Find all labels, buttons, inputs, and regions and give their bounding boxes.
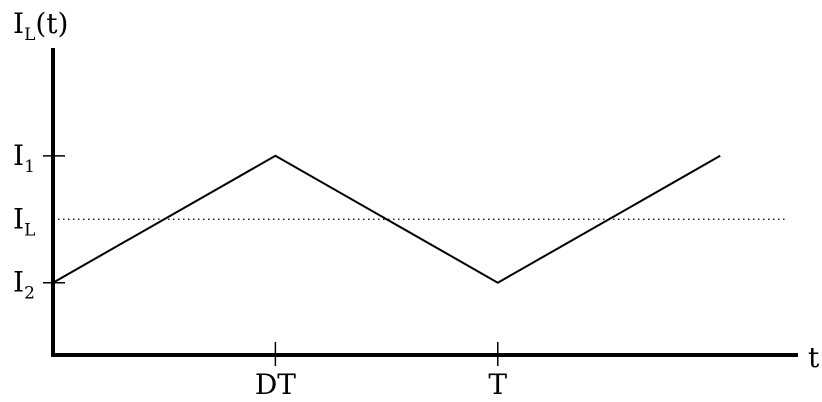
label-layer: I1 IL I2 DT Tt IL(t) (13, 7, 820, 401)
y-tick-label-1: IL (13, 202, 35, 240)
x-axis-label: t (808, 341, 820, 374)
y-tick-label-2: I2 (13, 266, 35, 304)
series-layer (52, 154, 721, 284)
series-line-0 (52, 154, 721, 284)
x-tick-label-0: DT (255, 368, 296, 401)
axes-layer (43, 48, 798, 366)
y-tick-label-0: I1 (13, 139, 35, 177)
y-axis-label: IL(t) (13, 7, 68, 45)
x-tick-label-1: T (488, 368, 507, 401)
